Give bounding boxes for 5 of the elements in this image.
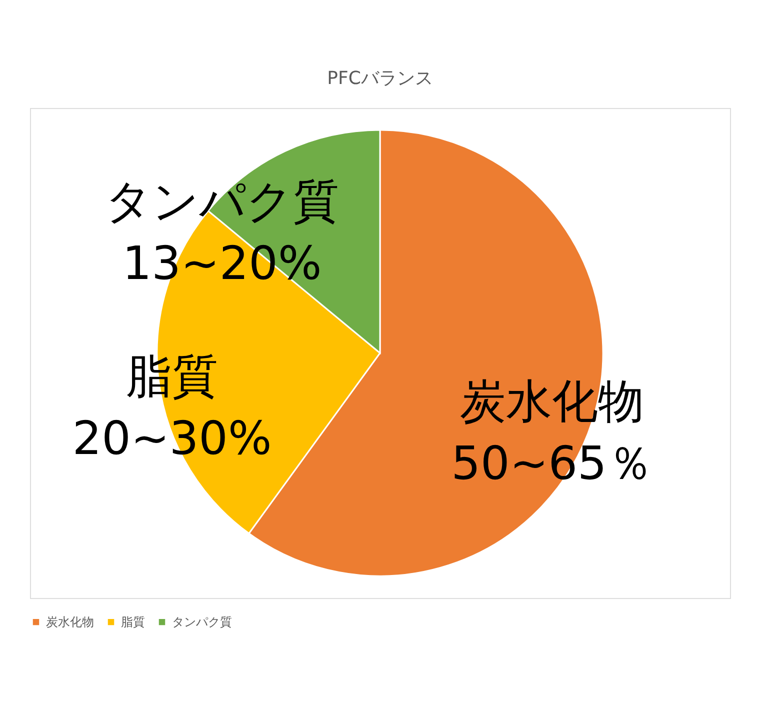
legend-label: タンパク質 (172, 615, 232, 630)
slice-label: 炭水化物 (460, 374, 644, 428)
chart-title: PFCバランス (327, 68, 433, 89)
legend-label: 炭水化物 (46, 615, 94, 630)
legend-label: 脂質 (121, 615, 145, 630)
